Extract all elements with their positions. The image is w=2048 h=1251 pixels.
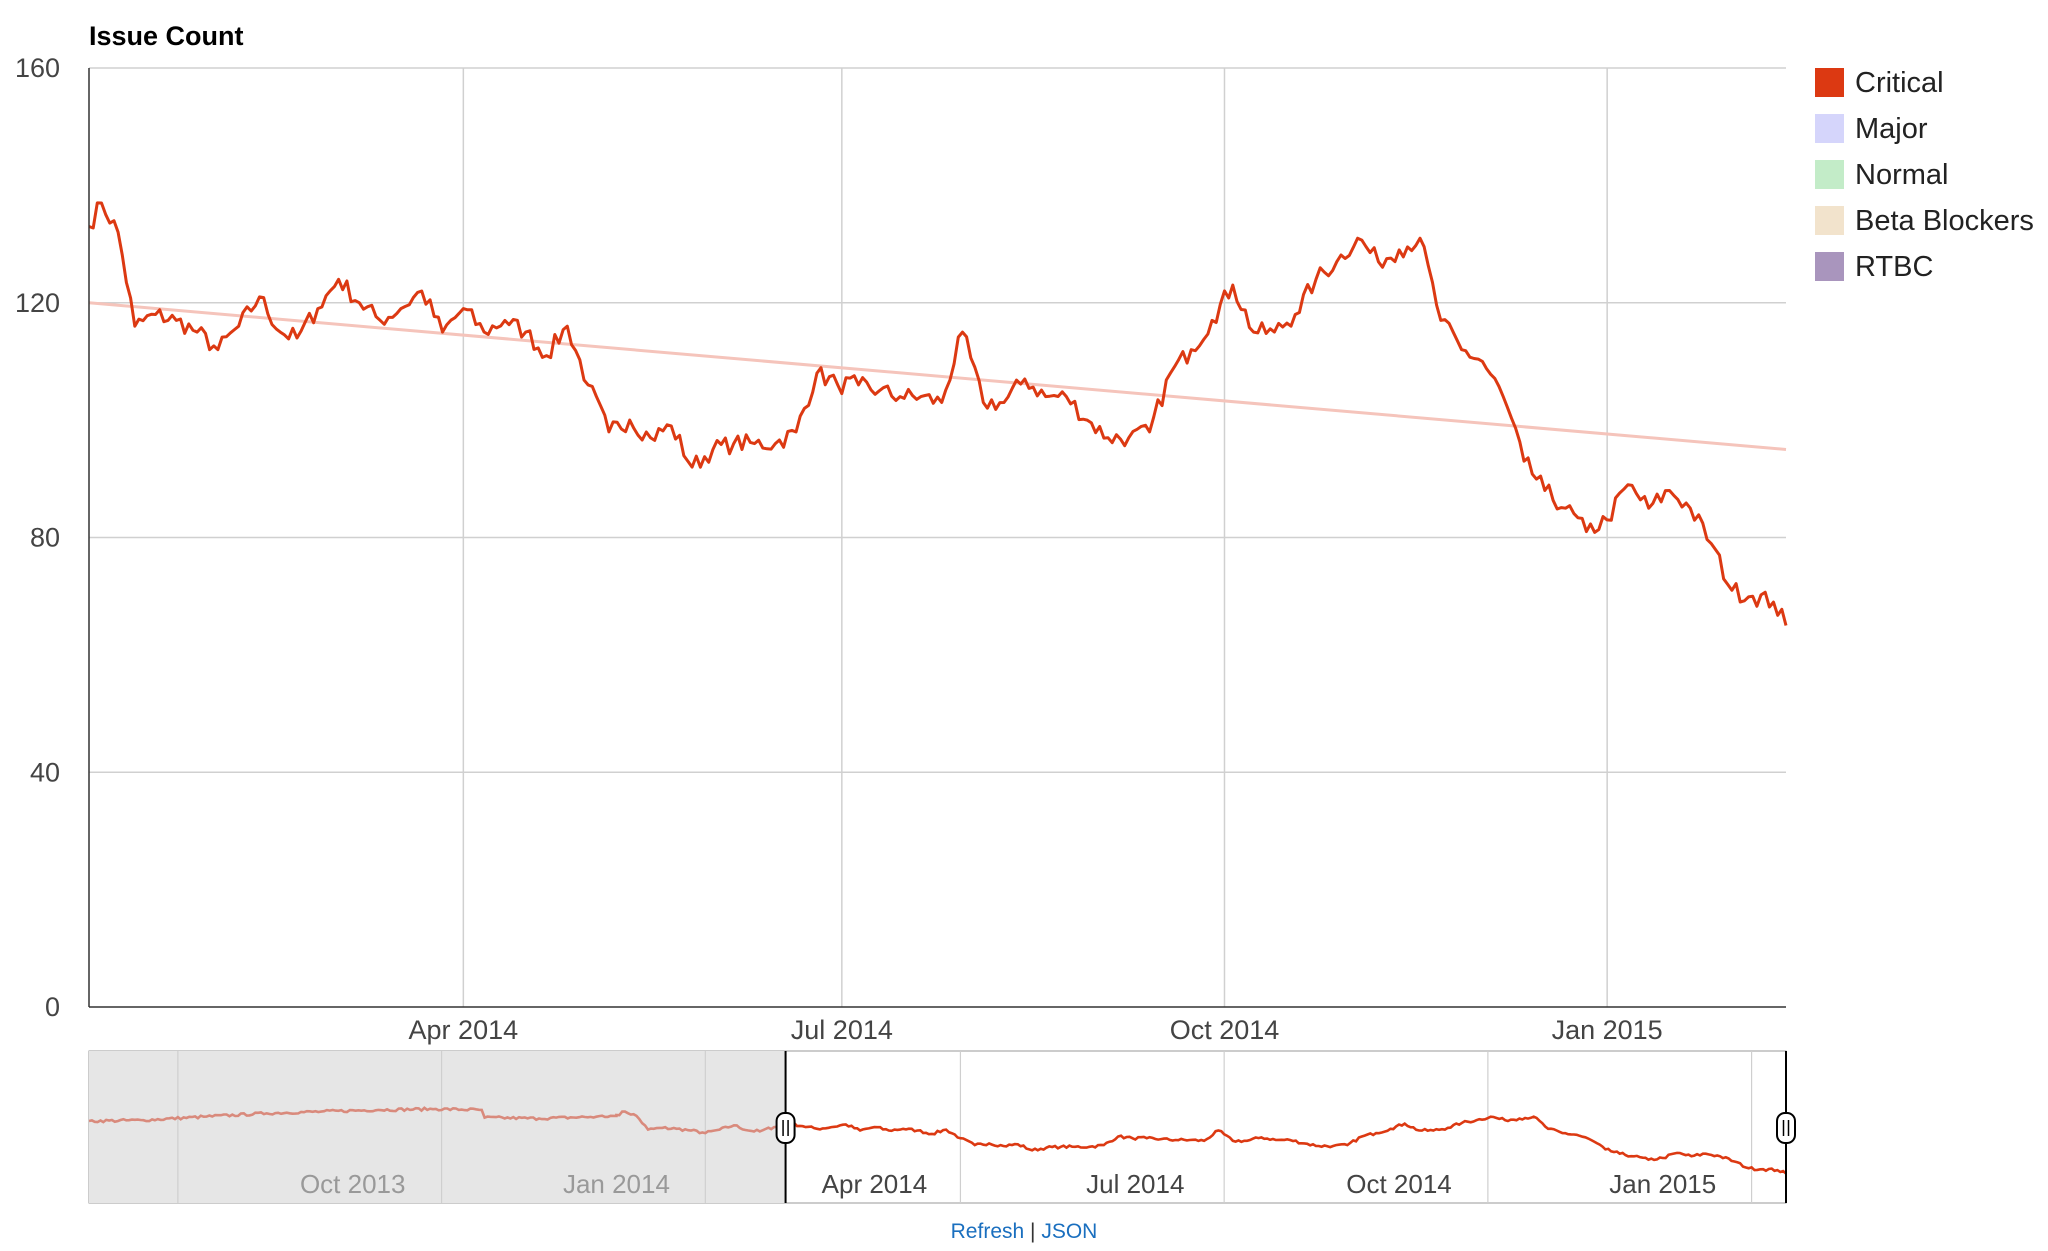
- legend-label: Critical: [1855, 67, 1944, 99]
- navigator-tick-label: Apr 2014: [822, 1169, 928, 1199]
- handle-grip: [775, 1112, 796, 1144]
- axes: [88, 68, 1786, 1008]
- footer-separator: |: [1030, 1220, 1036, 1243]
- navigator-tick-label: Jan 2015: [1609, 1169, 1716, 1199]
- y-tick-label: 120: [15, 288, 60, 318]
- json-link[interactable]: JSON: [1041, 1220, 1098, 1243]
- refresh-link[interactable]: Refresh: [950, 1220, 1025, 1243]
- y-tick-label: 40: [30, 757, 60, 787]
- legend-swatch: [1815, 160, 1844, 189]
- y-tick-label: 0: [45, 992, 60, 1022]
- legend-swatch: [1815, 114, 1844, 143]
- navigator-series-line: [785, 1115, 1787, 1175]
- y-tick-label: 160: [15, 53, 60, 83]
- y-axis-ticks: 160 120 80 40 0: [15, 53, 60, 1022]
- navigator-series-line-dimmed: [88, 1106, 786, 1135]
- legend-label: Major: [1855, 113, 1928, 145]
- navigator-left-handle[interactable]: [775, 1112, 796, 1144]
- footer-links: Refresh | JSON: [0, 1220, 2048, 1244]
- navigator-right-handle[interactable]: [1776, 1112, 1796, 1144]
- legend-swatch: [1815, 252, 1844, 281]
- x-tick-label: Apr 2014: [409, 1015, 519, 1045]
- x-tick-label: Jan 2015: [1552, 1015, 1663, 1045]
- series-line-critical: [88, 201, 1788, 626]
- navigator-tick-label: Oct 2014: [1346, 1169, 1452, 1199]
- legend-swatch: [1815, 206, 1844, 235]
- legend-label: Beta Blockers: [1855, 205, 2034, 237]
- navigator-tick-label: Jan 2014: [563, 1169, 670, 1199]
- trendline: [88, 301, 1787, 451]
- x-axis-ticks: Apr 2014 Jul 2014 Oct 2014 Jan 2015: [409, 1015, 1663, 1045]
- x-tick-label: Jul 2014: [791, 1015, 893, 1045]
- chart-title: Issue Count: [89, 21, 244, 51]
- handle-grip: [1776, 1112, 1796, 1144]
- x-tick-label: Oct 2014: [1170, 1015, 1280, 1045]
- y-tick-label: 80: [30, 523, 60, 553]
- navigator-tick-label: Jul 2014: [1086, 1169, 1184, 1199]
- main-gridlines: [89, 67, 1786, 1007]
- legend: Critical Major Normal Beta Blockers RTBC: [1815, 67, 2034, 283]
- legend-swatch: [1815, 68, 1844, 97]
- plot-area: [88, 201, 1788, 626]
- legend-label: RTBC: [1855, 251, 1933, 283]
- range-navigator[interactable]: Oct 2013 Jan 2014 Apr 2014 Jul 2014 Oct 2014…: [88, 1050, 1796, 1204]
- navigator-unselected-region: [89, 1051, 786, 1203]
- legend-label: Normal: [1855, 159, 1948, 191]
- navigator-tick-label: Oct 2013: [300, 1169, 406, 1199]
